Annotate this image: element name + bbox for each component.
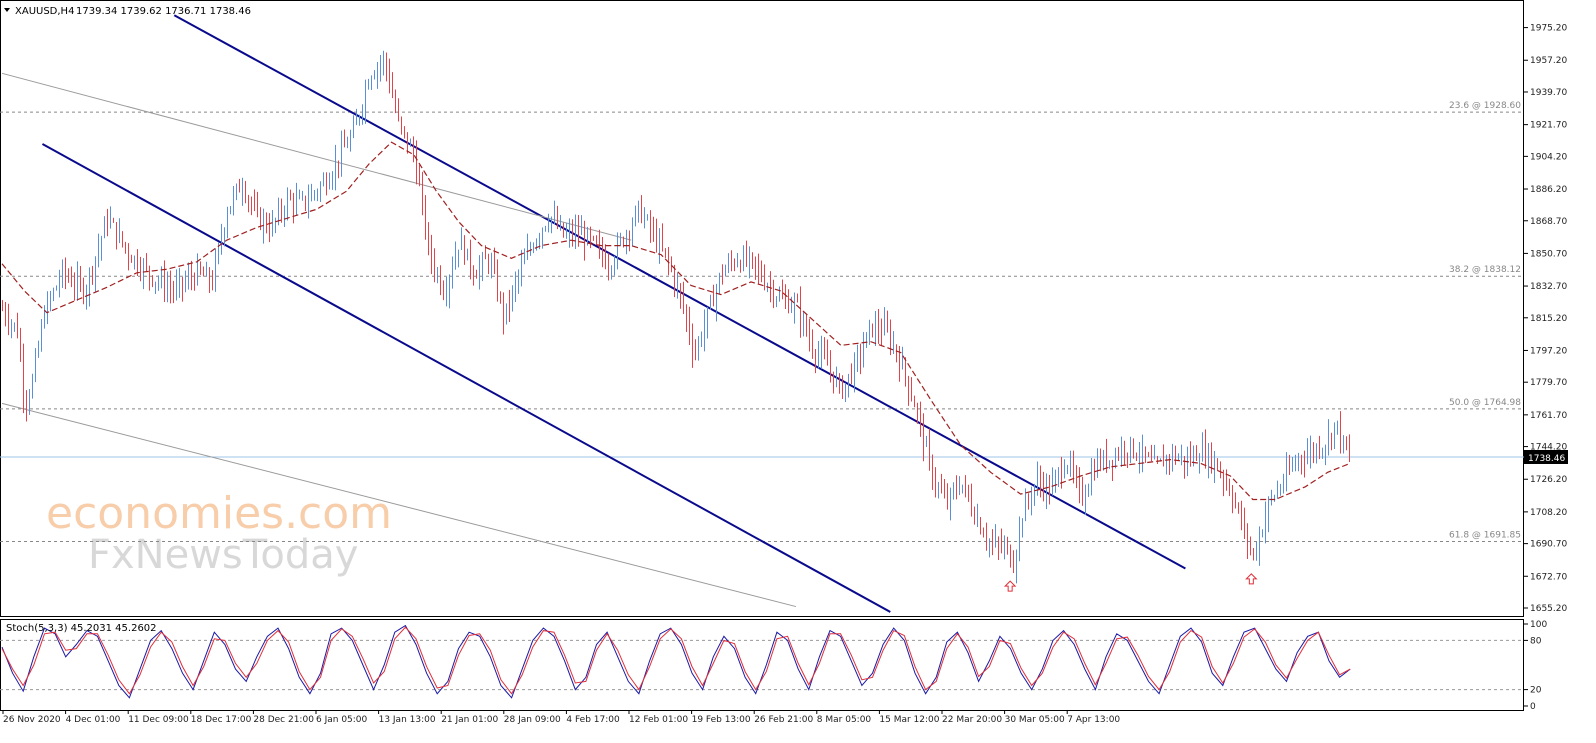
current-price-label: 1738.46 — [1528, 454, 1565, 464]
x-tick-label: 22 Mar 20:00 — [942, 715, 1002, 725]
stoch-label: Stoch(5,3,3) 45.2031 45.2602 — [6, 623, 157, 634]
y-tick-label: 1921.70 — [1530, 121, 1567, 131]
x-tick-label: 11 Dec 09:00 — [128, 715, 189, 725]
y-tick-label: 1744.20 — [1530, 443, 1567, 453]
y-tick-label: 1904.20 — [1530, 152, 1567, 162]
fib-level-label: 61.8 @ 1691.85 — [1449, 531, 1521, 541]
fib-level-label: 38.2 @ 1838.12 — [1449, 265, 1521, 275]
ohlc-readout: 1739.34 1739.62 1736.71 1738.46 — [76, 6, 251, 17]
y-tick-label: 1761.70 — [1530, 411, 1567, 421]
x-tick-label: 28 Dec 21:00 — [253, 715, 314, 725]
x-tick-label: 13 Jan 13:00 — [379, 715, 436, 725]
stoch-y-tick-label: 20 — [1530, 686, 1542, 696]
x-tick-label: 28 Jan 09:00 — [504, 715, 561, 725]
main-panel-frame — [0, 0, 1524, 617]
y-tick-label: 1708.20 — [1530, 508, 1567, 518]
up-arrow-icon — [1245, 573, 1258, 585]
y-tick-label: 1797.20 — [1530, 346, 1567, 356]
y-tick-label: 1832.70 — [1530, 282, 1567, 292]
fib-level-label: 50.0 @ 1764.98 — [1449, 398, 1521, 408]
current-price-badge — [1524, 449, 1568, 464]
y-tick-label: 1957.20 — [1530, 56, 1567, 66]
x-tick-label: 21 Jan 01:00 — [441, 715, 498, 725]
stoch-main-line — [1, 624, 1351, 699]
x-tick-label: 12 Feb 01:00 — [629, 715, 688, 725]
y-tick-label: 1779.70 — [1530, 378, 1567, 388]
y-tick-label: 1850.70 — [1530, 249, 1567, 259]
y-tick-label: 1975.20 — [1530, 24, 1567, 34]
x-tick-label: 4 Dec 01:00 — [66, 715, 121, 725]
fib-level-label: 23.6 @ 1928.60 — [1449, 101, 1521, 111]
y-tick-label: 1672.70 — [1530, 572, 1567, 582]
collapse-triangle-icon[interactable] — [4, 8, 10, 12]
trendline-channel-lower — [41, 143, 891, 613]
x-tick-label: 18 Dec 17:00 — [191, 715, 252, 725]
y-tick-label: 1726.20 — [1530, 475, 1567, 485]
y-tick-label: 1690.70 — [1530, 540, 1567, 550]
watermark-economies: economies.com — [46, 488, 392, 539]
x-tick-label: 26 Feb 21:00 — [754, 715, 813, 725]
stoch-y-tick-label: 0 — [1530, 702, 1536, 712]
trendline-channel-upper — [173, 14, 1186, 570]
stoch-y-tick-label: 100 — [1530, 620, 1547, 630]
x-tick-label: 15 Mar 12:00 — [879, 715, 939, 725]
up-arrow-icon — [1003, 580, 1017, 592]
trendline-thin-lower — [1, 402, 797, 608]
x-tick-label: 8 Mar 05:00 — [817, 715, 872, 725]
x-tick-label: 19 Feb 13:00 — [692, 715, 751, 725]
stoch-y-tick-label: 80 — [1530, 636, 1542, 646]
trendline-thin-upper — [1, 72, 632, 241]
y-tick-label: 1815.20 — [1530, 314, 1567, 324]
y-tick-label: 1939.70 — [1530, 88, 1567, 98]
stoch-panel-frame — [0, 619, 1524, 711]
symbol-label: XAUUSD,H4 — [15, 6, 74, 17]
y-tick-label: 1886.20 — [1530, 185, 1567, 195]
x-tick-label: 6 Jan 05:00 — [316, 715, 368, 725]
watermark-fxnewstoday: FxNewsToday — [88, 532, 358, 578]
x-tick-label: 30 Mar 05:00 — [1005, 715, 1065, 725]
x-tick-label: 26 Nov 2020 — [3, 715, 61, 725]
y-tick-label: 1868.70 — [1530, 217, 1567, 227]
x-tick-label: 4 Feb 17:00 — [566, 715, 620, 725]
x-tick-label: 7 Apr 13:00 — [1067, 715, 1120, 725]
stoch-signal-line — [1, 626, 1351, 695]
y-tick-label: 1655.20 — [1530, 604, 1567, 614]
moving-average-line — [1, 141, 1351, 501]
